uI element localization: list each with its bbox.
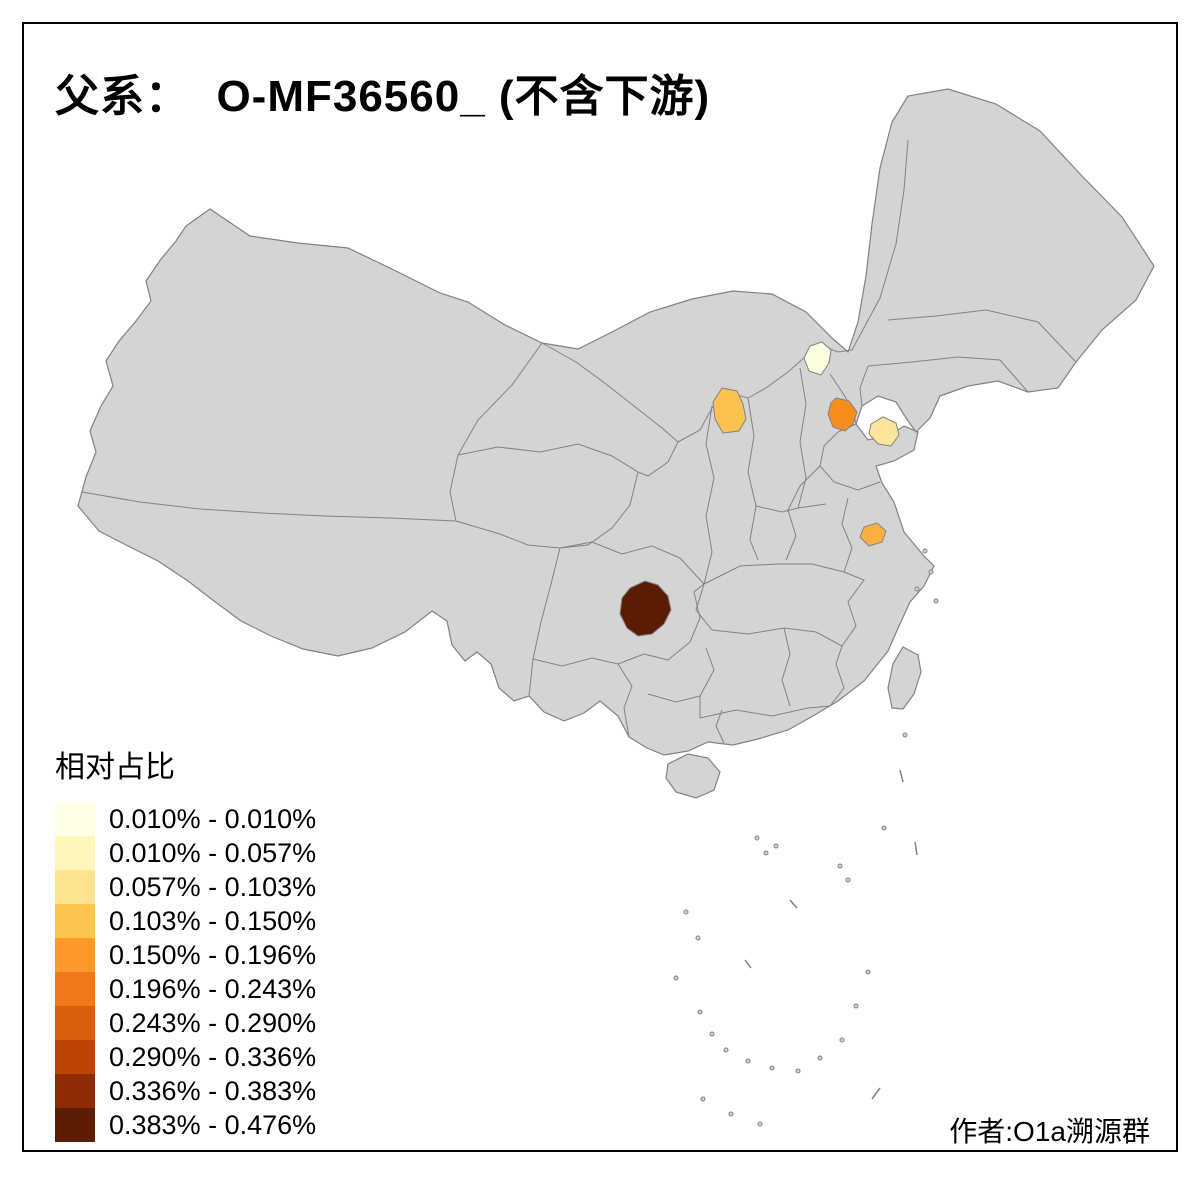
legend-swatch xyxy=(55,904,95,938)
legend-title: 相对占比 xyxy=(55,751,175,784)
legend-swatch xyxy=(55,1074,95,1108)
legend: 相对占比 0.010% - 0.010% 0.010% - 0.057% 0.0… xyxy=(55,742,316,1142)
mainland-outline xyxy=(77,88,1155,756)
legend-label: 0.243% - 0.290% xyxy=(109,1007,317,1038)
legend-item: 0.010% - 0.010% xyxy=(55,802,316,836)
legend-item: 0.057% - 0.103% xyxy=(55,870,316,904)
legend-label: 0.010% - 0.057% xyxy=(109,837,317,868)
legend-swatch xyxy=(55,938,95,972)
legend-swatch xyxy=(55,802,95,836)
islets xyxy=(673,548,939,1127)
province-borders xyxy=(81,139,1077,744)
legend-item: 0.383% - 0.476% xyxy=(55,1108,316,1142)
region-jiangsu-north xyxy=(859,522,887,547)
region-sichuan-south xyxy=(619,580,672,637)
legend-item: 0.243% - 0.290% xyxy=(55,1006,316,1040)
author-credit: 作者:O1a溯源群 xyxy=(949,1116,1150,1147)
legend-label: 0.150% - 0.196% xyxy=(109,939,317,970)
legend-label: 0.383% - 0.476% xyxy=(109,1109,317,1140)
legend-item: 0.290% - 0.336% xyxy=(55,1040,316,1074)
legend-label: 0.290% - 0.336% xyxy=(109,1041,317,1072)
legend-item: 0.010% - 0.057% xyxy=(55,836,316,870)
legend-item: 0.196% - 0.243% xyxy=(55,972,316,1006)
legend-label: 0.010% - 0.010% xyxy=(109,803,317,834)
plot-border xyxy=(22,22,1178,1152)
map-title: 父系： O-MF36560_ (不含下游) xyxy=(55,72,711,121)
island-dashes xyxy=(744,769,918,1100)
region-shandong-west xyxy=(827,397,858,432)
legend-label: 0.196% - 0.243% xyxy=(109,973,317,1004)
legend-swatch xyxy=(55,1040,95,1074)
legend-label: 0.103% - 0.150% xyxy=(109,905,317,936)
legend-item: 0.336% - 0.383% xyxy=(55,1074,316,1108)
legend-swatch xyxy=(55,836,95,870)
region-shandong-peninsula xyxy=(868,416,900,447)
legend-swatch xyxy=(55,1006,95,1040)
hainan-island xyxy=(665,753,721,799)
legend-item: 0.103% - 0.150% xyxy=(55,904,316,938)
legend-swatch xyxy=(55,870,95,904)
legend-label: 0.336% - 0.383% xyxy=(109,1075,317,1106)
region-beijing-area xyxy=(803,341,832,376)
taiwan-island xyxy=(887,646,922,710)
legend-item: 0.150% - 0.196% xyxy=(55,938,316,972)
legend-swatch xyxy=(55,972,95,1006)
legend-label: 0.057% - 0.103% xyxy=(109,871,317,902)
legend-swatch xyxy=(55,1108,95,1142)
region-ningxia-area xyxy=(712,387,747,434)
